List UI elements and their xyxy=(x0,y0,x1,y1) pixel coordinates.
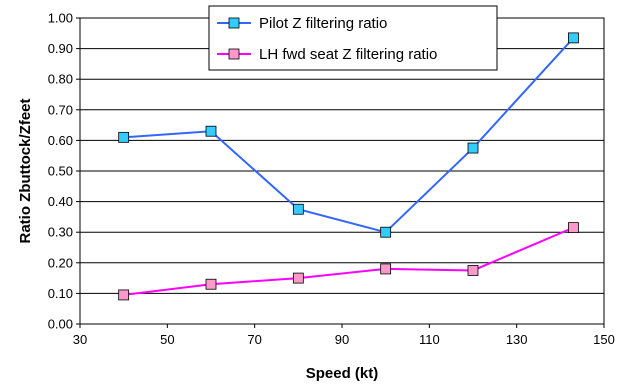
y-tick-label: 0.30 xyxy=(48,225,73,240)
y-axis-ticks: 0.00 0.10 0.20 0.30 0.40 0.50 0.60 0.70 0.80 0.90… xyxy=(48,11,80,332)
x-axis-ticks: 30 50 70 90 110 130 150 xyxy=(73,324,615,347)
y-tick-label: 0.70 xyxy=(48,102,73,117)
y-tick-label: 0.10 xyxy=(48,286,73,301)
y-axis-title: Ratio Zbuttock/Zfeet xyxy=(17,98,34,243)
data-point xyxy=(205,125,217,137)
legend-label: LH fwd seat Z filtering ratio xyxy=(259,46,437,63)
series-group xyxy=(118,32,579,301)
y-tick-label: 1.00 xyxy=(48,11,73,26)
data-point xyxy=(380,226,392,238)
y-tick-label: 0.60 xyxy=(48,133,73,148)
legend-marker xyxy=(228,48,240,60)
y-tick-label: 0.50 xyxy=(48,164,73,179)
x-tick-label: 50 xyxy=(160,332,174,347)
x-tick-label: 150 xyxy=(593,332,615,347)
series-2 xyxy=(118,222,579,301)
data-point xyxy=(467,142,479,154)
data-point xyxy=(568,222,579,234)
x-tick-label: 110 xyxy=(419,332,440,347)
x-tick-label: 30 xyxy=(73,332,87,347)
y-tick-label: 0.40 xyxy=(48,194,73,209)
legend-label: Pilot Z filtering ratio xyxy=(259,15,387,32)
data-point xyxy=(205,278,217,290)
y-tick-label: 0.80 xyxy=(48,72,73,87)
data-point xyxy=(118,131,130,143)
x-tick-label: 90 xyxy=(335,332,349,347)
data-point xyxy=(118,289,130,301)
data-point xyxy=(467,265,479,276)
x-tick-label: 130 xyxy=(506,332,528,347)
data-point xyxy=(292,272,304,284)
series-1 xyxy=(118,32,579,238)
y-tick-label: 0.00 xyxy=(48,317,73,332)
legend-box xyxy=(208,5,498,71)
data-point xyxy=(292,203,304,215)
legend-marker xyxy=(228,17,240,29)
legend: Pilot Z filtering ratio LH fwd seat Z fil… xyxy=(208,5,498,71)
x-axis-title: Speed (kt) xyxy=(306,365,379,382)
data-point xyxy=(380,263,392,275)
series-line xyxy=(123,37,575,234)
y-tick-label: 0.20 xyxy=(48,255,73,270)
series-line xyxy=(123,226,574,296)
data-point xyxy=(568,32,579,44)
y-tick-label: 0.90 xyxy=(48,41,73,56)
x-tick-label: 70 xyxy=(247,332,261,347)
